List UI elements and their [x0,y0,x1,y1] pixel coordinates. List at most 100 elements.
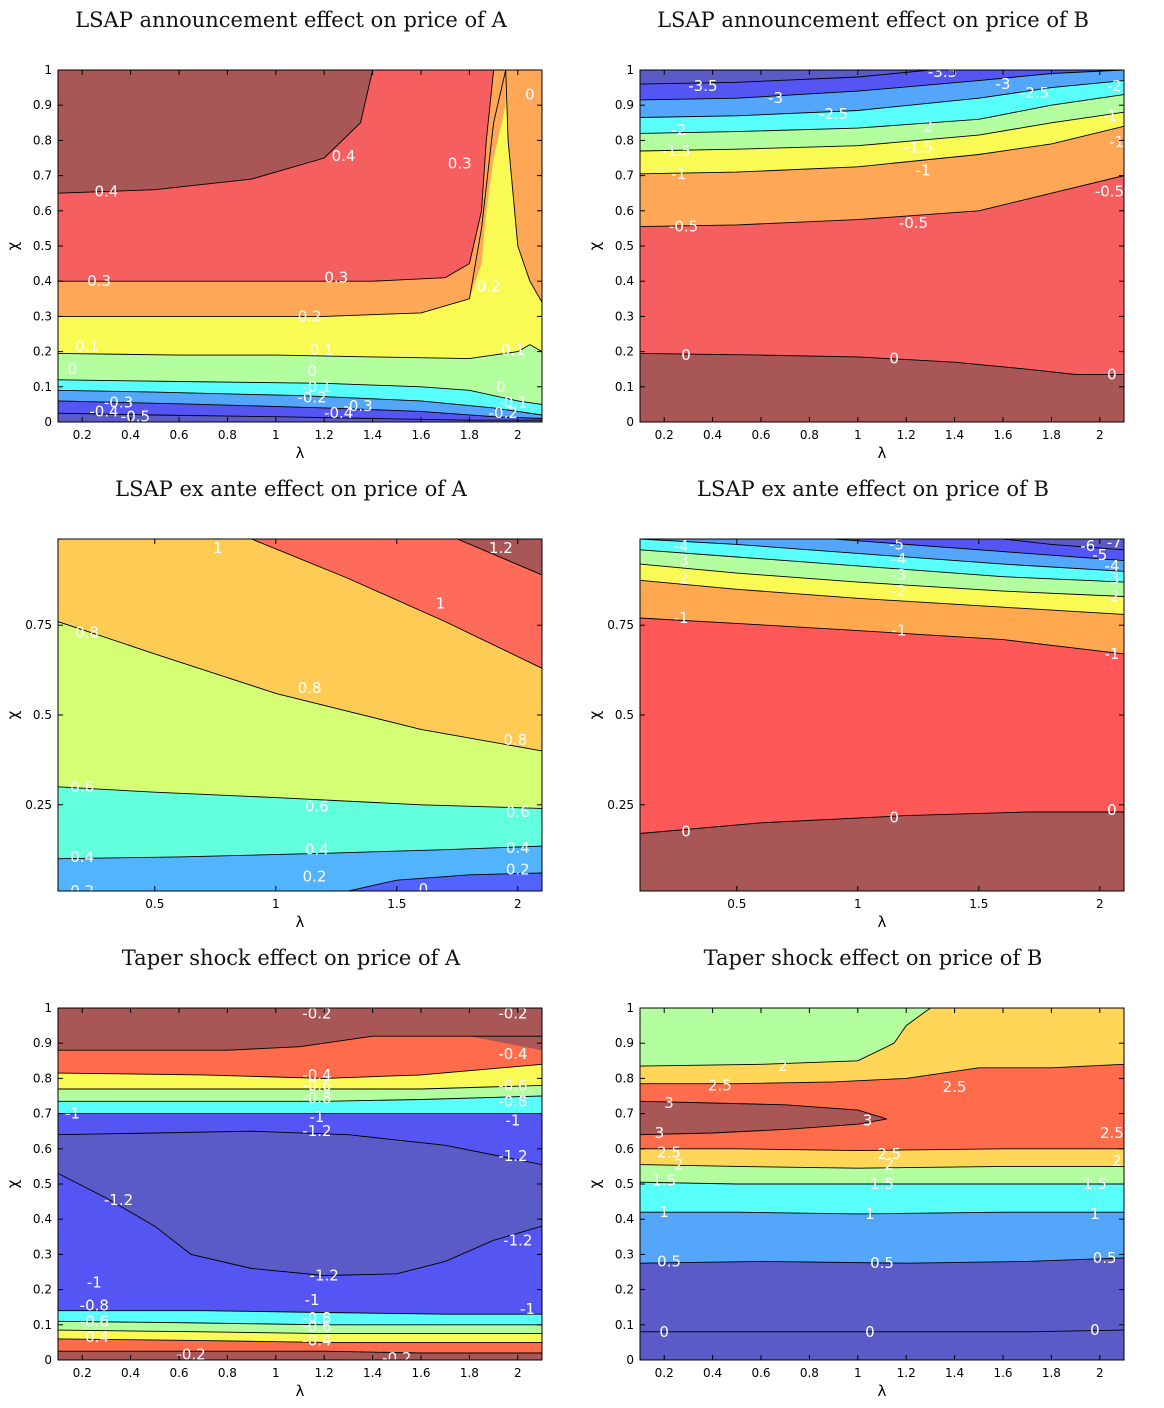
y-tick-label: 0.4 [615,274,634,288]
contour-label: 2.5 [943,1078,967,1096]
contour-label: -0.8 [302,1309,331,1327]
contour-band [640,70,1124,118]
contour-label: 0.2 [477,277,501,295]
contour-label: -2 [891,582,906,600]
contour-line [58,1084,542,1090]
contour-label: 1 [436,595,446,613]
x-tick-label: 1.4 [945,1366,964,1380]
x-tick-label: 0.2 [73,428,92,442]
contour-band [58,1096,542,1114]
contour-label: -1.2 [498,1147,527,1165]
contour-label: 0 [681,346,691,364]
contour-band [58,1330,542,1343]
contour-label: -2 [674,570,689,588]
contour-label: -0.6 [302,1318,331,1336]
contour-line [179,539,542,669]
x-tick-label: 0.4 [121,1366,140,1380]
contour-band [640,94,1124,151]
x-tick-label: 0.2 [655,428,674,442]
contour-label: -1 [305,1291,320,1309]
x-tick-label: 1.4 [945,428,964,442]
contour-label: -1.2 [503,1231,532,1249]
x-tick-label: 1.6 [993,1366,1012,1380]
y-tick-label: 0.6 [615,204,634,218]
contour-label: 1.5 [1083,1175,1107,1193]
x-tick-label: 2 [514,1366,522,1380]
contour-line [640,352,1124,375]
y-tick-label: 0.8 [615,133,634,147]
contour-label: 0 [1107,365,1117,383]
y-tick-label: 0.7 [615,169,634,183]
contour-label: -7 [1107,534,1122,552]
contour-label: 0.5 [1093,1249,1117,1267]
contour-band [58,539,542,751]
contour-band [640,1008,1124,1084]
x-tick-label: 0.2 [73,1366,92,1380]
x-tick-label: 0.8 [218,428,237,442]
contour-line [58,1130,542,1166]
x-tick-label: 1.8 [1042,1366,1061,1380]
contour-band [640,580,1124,654]
y-tick-label: 1 [626,1001,634,1015]
contour-label: -1 [505,1112,520,1130]
contour-line [58,1310,542,1315]
panel-title: LSAP announcement effect on price of B [657,8,1089,32]
contour-label: -1.5 [1102,107,1131,125]
contour-label: 0 [1090,1321,1100,1339]
contour-line [58,1338,542,1343]
contour-label: -5 [889,535,904,553]
y-tick-label: 0.3 [33,1247,52,1261]
contour-line [58,379,542,405]
contour-label: 2.5 [657,1143,681,1161]
contour-label: -3 [768,89,783,107]
contour-line [640,539,1124,572]
contour-plot: -0.2 -0.2-0.4-0.4-0.6-0.6-0.8 -0.8-1 -1 -1-1… [4,1001,543,1400]
contour-line [640,1063,1124,1085]
contour-line [640,70,1124,101]
contour-line [640,1100,887,1136]
y-tick-label: 0.9 [33,98,52,112]
contour-label: 0 [68,360,78,378]
y-tick-label: 0.2 [615,1283,634,1297]
contour-band [640,539,1124,583]
contour-line [640,1257,1124,1264]
contour-band [58,786,542,859]
contour-label: 0.1 [75,337,99,355]
panel-title: LSAP ex ante effect on price of B [697,477,1049,501]
contour-label: -1 [916,161,931,179]
y-axis-label: χ [4,710,22,719]
contour-plot: -4 -5 -6 -7-3 -4 -5-2 -3 -4-2-3-2-1-1-100 00.5 1 1… [586,534,1125,931]
y-tick-label: 0.1 [33,380,52,394]
x-tick-label: 1.4 [363,428,382,442]
contour-line [58,70,507,317]
x-axis-label: λ [296,1382,305,1400]
contour-label: -3 [1104,570,1119,588]
x-tick-label: 1.6 [411,1366,430,1380]
contour-label: 0.8 [75,623,99,641]
contour-label: 0 [681,823,691,841]
y-tick-label: 0.1 [33,1318,52,1332]
contour-band [640,80,1124,134]
contour-label: -3 [674,552,689,570]
contour-label: 1.5 [652,1171,676,1189]
x-tick-label: 1 [854,428,862,442]
contour-band [58,1321,542,1334]
contour-label: 0.2 [506,860,530,878]
contour-label: -0.2 [489,404,518,422]
contour-label: 1.2 [489,539,513,557]
x-tick-label: 0.6 [169,428,188,442]
y-tick-label: 0.1 [615,380,634,394]
plot-area: -4 -5 -6 -7-3 -4 -5-2 -3 -4-2-3-2-1-1-100 0 [640,534,1124,891]
x-tick-label: 1.6 [993,428,1012,442]
contour-label: -1 [520,1300,535,1318]
y-tick-label: 0.7 [33,1107,52,1121]
contour-label: -1 [674,609,689,627]
contour-band [640,1164,1124,1184]
contour-label: -1.2 [302,1122,331,1140]
contour-label: -0.4 [302,1332,331,1350]
contour-line [58,1320,542,1326]
contour-label: 1 [1090,1205,1100,1223]
contour-band [640,1212,1124,1264]
contour-label: -2 [1104,587,1119,605]
y-tick-label: 0.8 [615,1071,634,1085]
